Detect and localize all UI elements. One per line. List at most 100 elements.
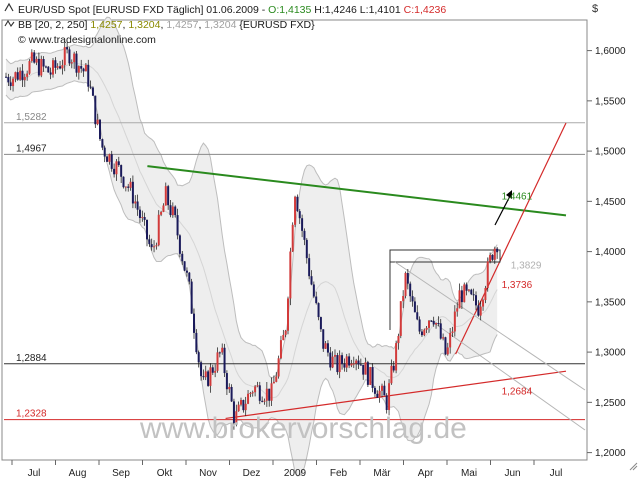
level-label: 1,2328 [16, 409, 47, 420]
candle-body [449, 332, 452, 348]
candle-body [439, 323, 442, 339]
candle-body [178, 235, 181, 254]
candle-body [21, 70, 24, 81]
x-tick-label: Mär [373, 468, 391, 479]
candle-body [249, 392, 252, 394]
candle-body [305, 239, 308, 259]
x-tick-label: Mai [461, 468, 477, 479]
candle-body [52, 60, 54, 75]
candle-body [341, 355, 344, 365]
candle-body [240, 400, 242, 405]
candle-body [489, 254, 492, 262]
candle-body [279, 340, 282, 359]
candle-body [484, 288, 487, 301]
candle-body [254, 386, 257, 393]
candle-body [138, 209, 141, 218]
candlesticks [5, 40, 499, 430]
candle-body [425, 327, 428, 330]
candle-body [134, 201, 137, 204]
candle-body [345, 356, 348, 368]
candle-body [284, 330, 287, 335]
header-symbol-date: EUR/USD Spot [EURUSD FXD Täglich] 01.06.… [18, 4, 268, 16]
y-tick-label: 1,4500 [595, 197, 626, 208]
candle-body [437, 322, 440, 324]
x-tick-label: Sep [112, 468, 130, 479]
candle-body [404, 272, 407, 296]
chart-type-icon[interactable] [4, 2, 14, 12]
y-tick-label: 1,5000 [595, 147, 626, 158]
candle-body [383, 385, 386, 396]
bb-lower-value: 1,3204 [128, 19, 160, 31]
x-tick-label: Jun [504, 468, 520, 479]
candle-body [80, 66, 83, 69]
annotation-label: 1,3736 [502, 280, 533, 291]
candle-body [322, 329, 325, 349]
candle-body [82, 68, 85, 72]
candle-body [256, 385, 259, 387]
candle-body [204, 371, 207, 378]
candle-body [467, 289, 470, 291]
candle-body [315, 296, 318, 304]
candle-body [19, 70, 22, 80]
candle-body [148, 239, 151, 245]
y-tick-label: 1,2000 [595, 448, 626, 459]
candle-body [115, 161, 118, 175]
candle-body [334, 355, 336, 357]
candle-body [150, 244, 153, 248]
candle-body [291, 224, 294, 252]
candle-body [456, 308, 459, 312]
candle-body [153, 246, 156, 248]
candle-body [136, 201, 139, 210]
candle-body [381, 385, 383, 391]
candle-body [193, 313, 195, 333]
candle-body [155, 245, 158, 247]
candle-body [122, 176, 125, 188]
candle-body [268, 388, 271, 401]
y-tick-label: 1,3500 [595, 297, 626, 308]
candle-body [40, 59, 43, 76]
candle-body [470, 289, 473, 295]
candle-body [164, 186, 167, 206]
y-tick-label: 1,3000 [595, 348, 626, 359]
candle-body [169, 205, 172, 216]
forecast-arrow-line [494, 195, 511, 226]
candle-body [167, 186, 170, 206]
candle-body [496, 248, 499, 253]
candle-body [310, 276, 313, 285]
candle-body [185, 270, 188, 273]
header-close: C:1,4236 [404, 4, 447, 16]
candle-body [200, 362, 203, 377]
candle-body [7, 76, 10, 83]
candle-body [486, 261, 489, 289]
candle-body [390, 365, 393, 384]
candle-body [117, 161, 120, 166]
candle-body [162, 205, 165, 212]
candle-body [181, 253, 184, 262]
candle-body [103, 147, 106, 157]
candle-body [244, 403, 247, 411]
x-tick-label: Dez [243, 468, 261, 479]
candle-body [371, 367, 374, 388]
copyright-line: © www.tradesignalonline.com [18, 34, 156, 46]
indicator-icon[interactable] [4, 19, 15, 27]
candle-body [56, 66, 59, 68]
candle-body [277, 358, 280, 377]
candle-body [237, 404, 240, 412]
candle-body [477, 305, 480, 316]
candle-body [66, 47, 69, 50]
trendline-red [225, 370, 567, 420]
candle-body [303, 230, 306, 240]
candle-body [319, 317, 322, 330]
candle-body [326, 343, 329, 353]
candle-body [242, 400, 245, 411]
candle-body [230, 386, 233, 402]
candle-body [298, 211, 301, 219]
level-label: 1,5282 [16, 112, 47, 123]
candle-body [42, 59, 45, 67]
bb-lower-value-2: 1,3204 [204, 19, 236, 31]
candle-body [275, 376, 278, 382]
candle-body [211, 367, 214, 373]
resize-grip-icon[interactable] [629, 462, 638, 471]
candle-body [63, 47, 66, 66]
